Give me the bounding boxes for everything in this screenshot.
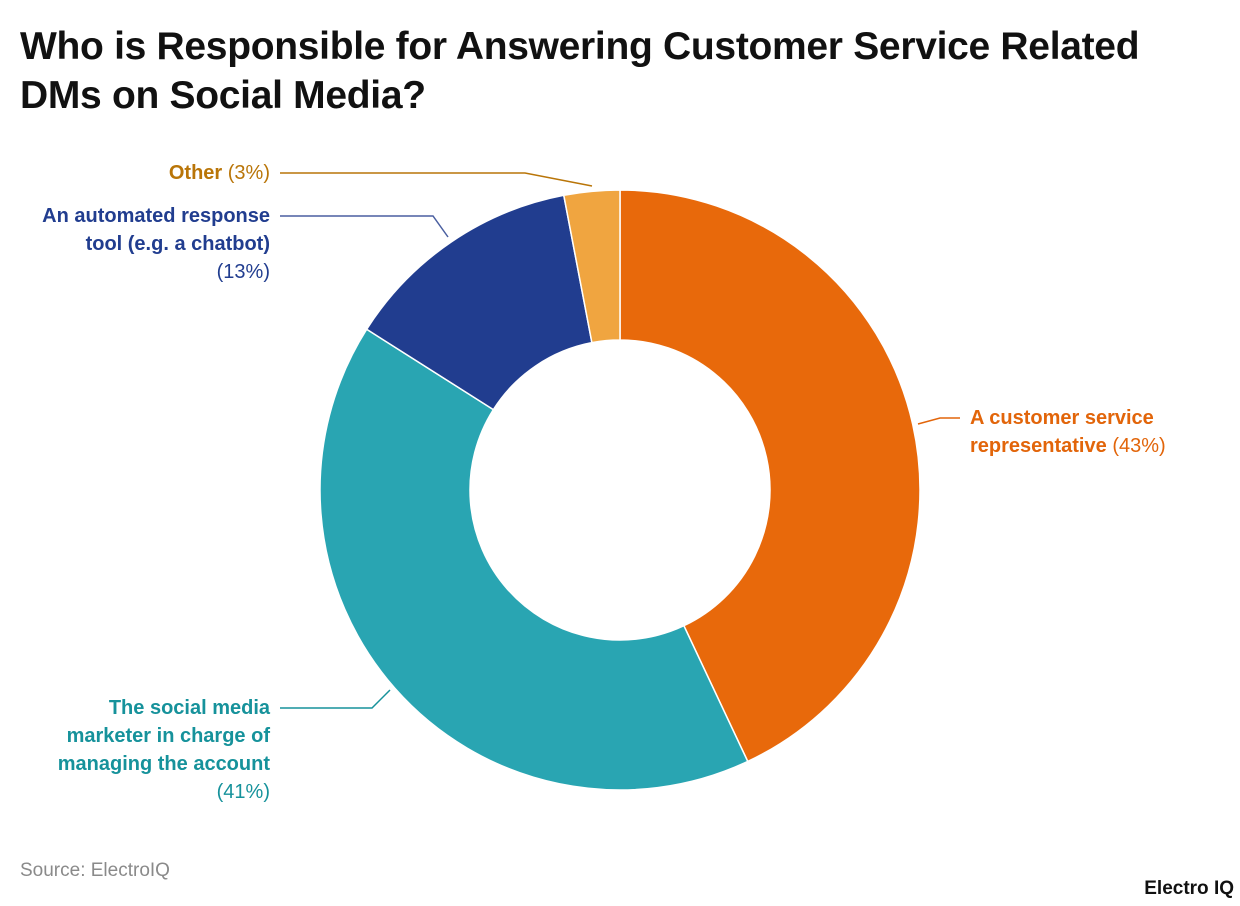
leader-line-customer-service — [917, 417, 960, 425]
chart-title: Who is Responsible for Answering Custome… — [20, 25, 1140, 117]
leader-line-social-media — [280, 689, 391, 709]
leader-line-automated — [280, 215, 449, 238]
donut-slice-1 — [319, 328, 749, 791]
slice-percent: (43%) — [1112, 435, 1166, 457]
leader-line-other — [280, 172, 593, 187]
label-other: Other (3%) — [30, 159, 270, 187]
label-customer-service: A customer service representative (43%) — [970, 404, 1230, 460]
source-note: Source: ElectroIQ — [20, 860, 170, 881]
slice-label: Other — [168, 162, 223, 184]
slice-percent: (41%) — [216, 781, 270, 803]
slice-label: The social media marketer in charge of m… — [57, 697, 270, 775]
slice-percent: (3%) — [227, 162, 270, 184]
brand-logo: Electro IQ — [1144, 878, 1234, 899]
slice-percent: (13%) — [216, 261, 270, 283]
donut-slice-3 — [562, 189, 621, 344]
donut-slice-0 — [619, 189, 921, 763]
label-social-media: The social media marketer in charge of m… — [20, 694, 270, 806]
slice-label: An automated response tool (e.g. a chatb… — [42, 205, 270, 255]
slice-label: A customer service representative — [970, 407, 1154, 457]
label-automated: An automated response tool (e.g. a chatb… — [30, 202, 270, 286]
